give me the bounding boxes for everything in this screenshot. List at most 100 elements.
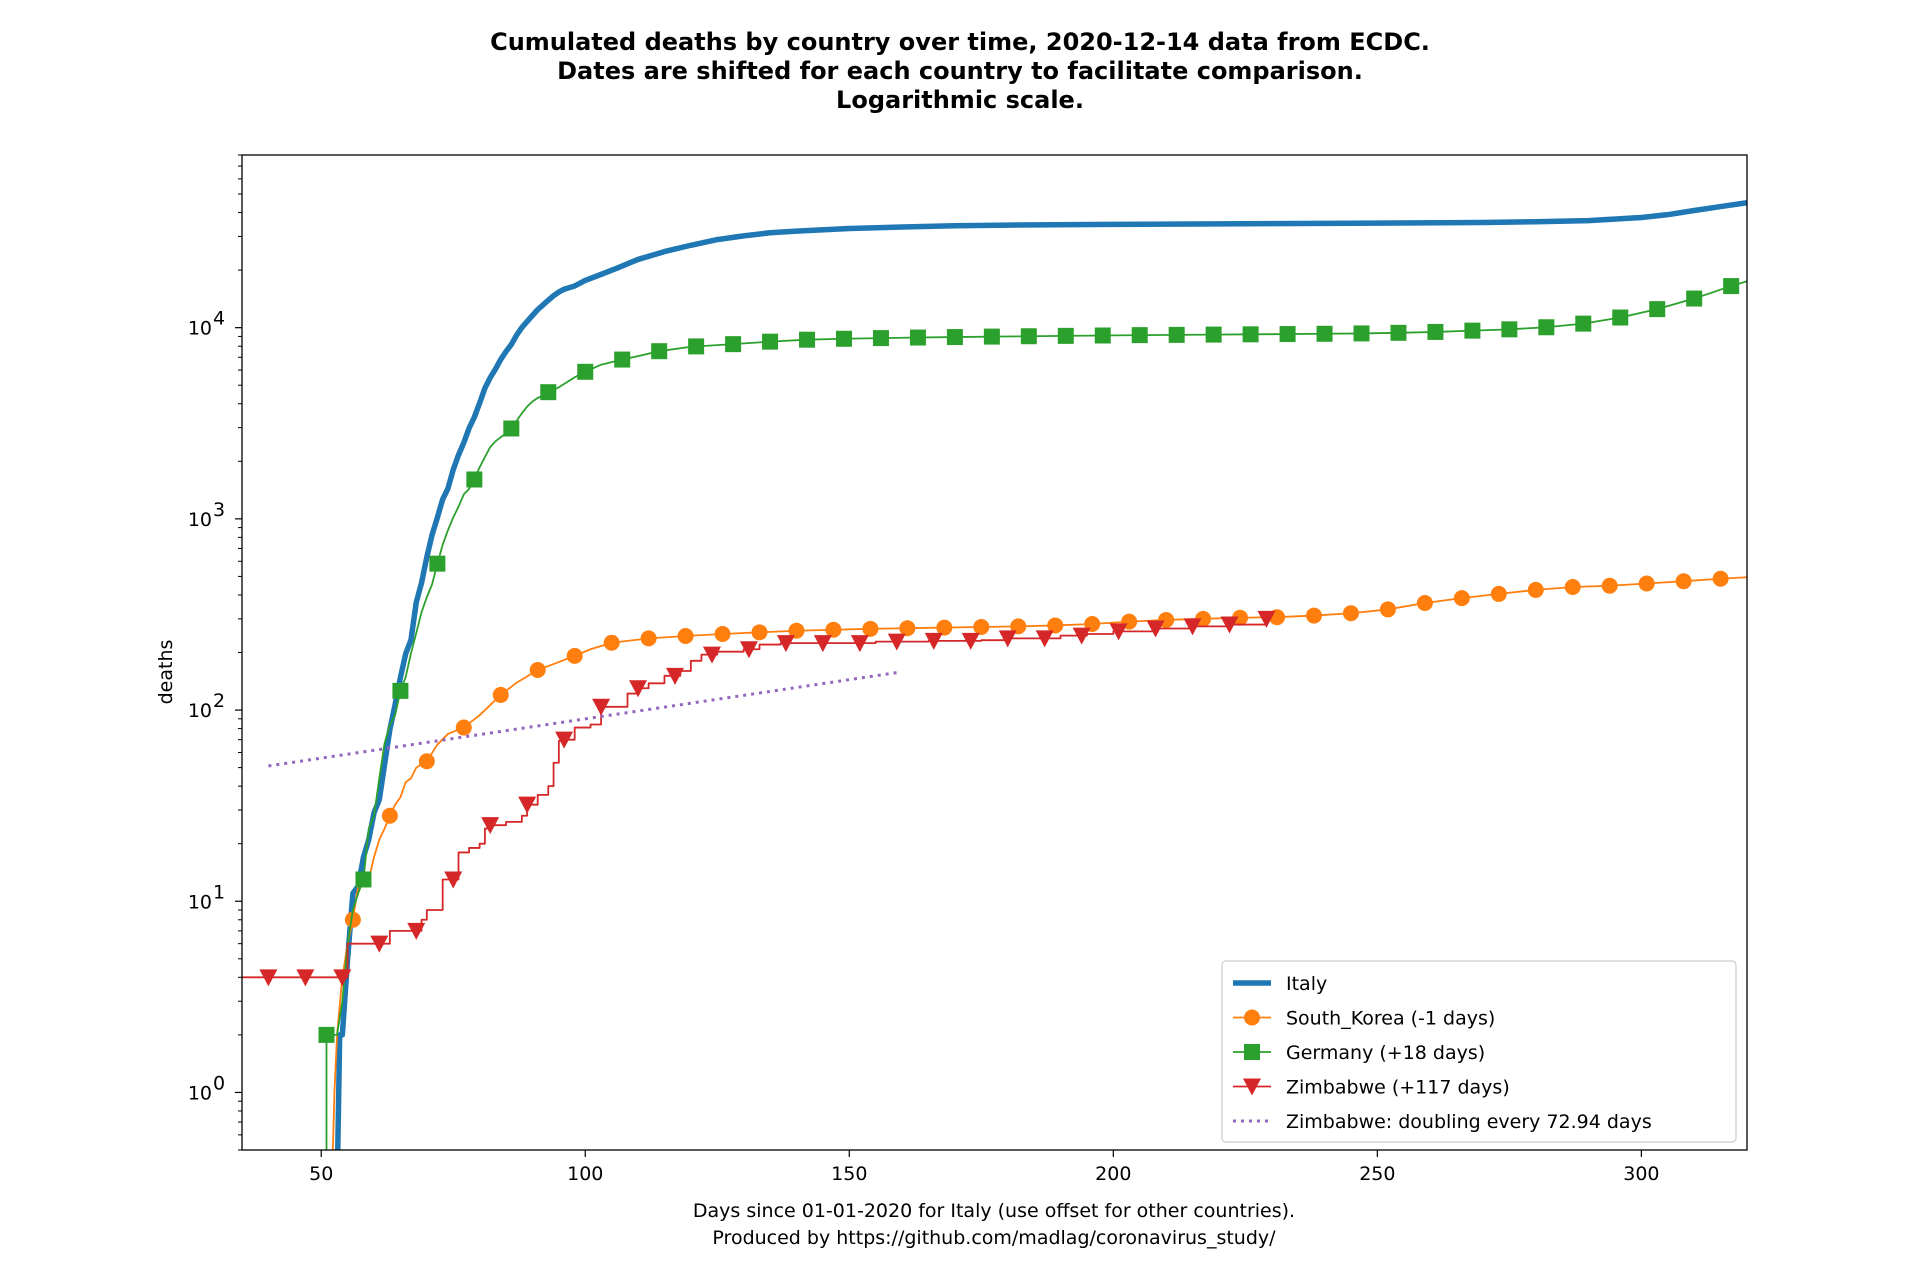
data-point-zimbabwe-117-days bbox=[666, 667, 685, 685]
series-line-zimbabwe-117-days bbox=[242, 618, 1268, 979]
data-point-zimbabwe-117-days bbox=[1072, 627, 1091, 645]
data-point-south-korea-1-days bbox=[1675, 573, 1692, 590]
data-point-germany-18-days bbox=[1279, 326, 1296, 343]
x-tick-label: 250 bbox=[1359, 1163, 1395, 1185]
data-point-zimbabwe-117-days bbox=[370, 935, 389, 953]
data-point-germany-18-days bbox=[577, 363, 594, 380]
data-point-south-korea-1-days bbox=[1712, 570, 1729, 587]
legend-entry-italy: Italy bbox=[1233, 973, 1327, 995]
data-point-south-korea-1-days bbox=[1232, 609, 1249, 626]
data-point-germany-18-days bbox=[1575, 315, 1592, 332]
data-point-germany-18-days bbox=[909, 329, 926, 346]
data-point-zimbabwe-117-days bbox=[1146, 620, 1165, 638]
data-point-germany-18-days bbox=[1390, 324, 1407, 341]
data-point-south-korea-1-days bbox=[973, 618, 990, 635]
data-point-zimbabwe-117-days bbox=[739, 641, 758, 659]
data-point-zimbabwe-117-days bbox=[444, 871, 463, 889]
data-point-germany-18-days bbox=[1612, 309, 1629, 326]
series-germany-18-days bbox=[318, 278, 1747, 1150]
data-point-germany-18-days bbox=[392, 682, 409, 699]
data-point-south-korea-1-days bbox=[1305, 607, 1322, 624]
data-point-south-korea-1-days bbox=[344, 911, 361, 928]
y-tick-exponent: 4 bbox=[213, 308, 225, 330]
data-point-germany-18-days bbox=[1649, 301, 1666, 318]
data-point-zimbabwe-117-days bbox=[518, 796, 537, 814]
data-point-zimbabwe-117-days bbox=[592, 698, 611, 716]
data-point-south-korea-1-days bbox=[1047, 617, 1064, 634]
data-point-south-korea-1-days bbox=[1490, 585, 1507, 602]
data-point-zimbabwe-117-days bbox=[407, 922, 426, 940]
data-point-germany-18-days bbox=[1464, 322, 1481, 339]
data-point-south-korea-1-days bbox=[455, 719, 472, 736]
series-zimbabwe-117-days bbox=[242, 610, 1276, 987]
data-point-germany-18-days bbox=[1316, 325, 1333, 342]
data-point-germany-18-days bbox=[836, 330, 852, 347]
y-tick-label: 10 bbox=[188, 1082, 212, 1104]
legend-marker bbox=[1243, 1078, 1261, 1096]
data-point-germany-18-days bbox=[540, 384, 557, 401]
data-point-south-korea-1-days bbox=[936, 619, 953, 636]
data-point-germany-18-days bbox=[1057, 327, 1074, 344]
data-point-germany-18-days bbox=[355, 871, 372, 888]
data-point-zimbabwe-117-days bbox=[887, 633, 906, 651]
data-point-south-korea-1-days bbox=[603, 634, 620, 651]
data-point-zimbabwe-117-days bbox=[333, 969, 352, 987]
data-point-germany-18-days bbox=[983, 328, 1000, 345]
data-point-south-korea-1-days bbox=[1564, 579, 1581, 596]
data-point-south-korea-1-days bbox=[1638, 575, 1655, 592]
data-point-south-korea-1-days bbox=[418, 753, 435, 770]
data-point-south-korea-1-days bbox=[529, 661, 546, 678]
data-point-germany-18-days bbox=[1723, 278, 1740, 295]
data-point-germany-18-days bbox=[762, 333, 779, 350]
series-line-zimbabwe-doubling-every-72-94-days bbox=[268, 671, 898, 768]
data-point-germany-18-days bbox=[651, 343, 668, 360]
x-tick-label: 150 bbox=[831, 1163, 867, 1185]
legend-entry-south-korea-1-days: South_Korea (-1 days) bbox=[1233, 1008, 1495, 1030]
data-point-germany-18-days bbox=[1427, 323, 1444, 340]
y-tick-exponent: 3 bbox=[213, 499, 225, 521]
data-point-south-korea-1-days bbox=[677, 627, 694, 644]
data-point-south-korea-1-days bbox=[788, 622, 805, 639]
data-point-germany-18-days bbox=[1020, 328, 1037, 345]
legend-label: South_Korea (-1 days) bbox=[1286, 1008, 1495, 1030]
data-point-south-korea-1-days bbox=[1453, 590, 1470, 607]
legend-entry-germany-18-days: Germany (+18 days) bbox=[1233, 1042, 1485, 1064]
data-point-germany-18-days bbox=[1205, 326, 1222, 343]
data-point-zimbabwe-117-days bbox=[813, 635, 832, 653]
data-point-germany-18-days bbox=[1094, 327, 1111, 344]
legend-label: Italy bbox=[1286, 973, 1327, 995]
legend-entry-zimbabwe-117-days: Zimbabwe (+117 days) bbox=[1233, 1077, 1510, 1099]
data-point-germany-18-days bbox=[1501, 321, 1518, 338]
data-point-zimbabwe-117-days bbox=[850, 635, 869, 653]
data-point-south-korea-1-days bbox=[1342, 605, 1359, 622]
data-point-south-korea-1-days bbox=[566, 647, 583, 664]
data-point-zimbabwe-117-days bbox=[259, 969, 278, 987]
data-point-south-korea-1-days bbox=[862, 620, 879, 637]
chart-title-line-2: Dates are shifted for each country to fa… bbox=[557, 57, 1363, 85]
data-point-germany-18-days bbox=[688, 338, 705, 355]
data-point-south-korea-1-days bbox=[825, 621, 842, 638]
data-point-zimbabwe-117-days bbox=[702, 646, 721, 664]
data-point-south-korea-1-days bbox=[1379, 601, 1396, 618]
legend-label: Zimbabwe: doubling every 72.94 days bbox=[1286, 1111, 1652, 1133]
legend-marker bbox=[1244, 1009, 1260, 1026]
data-point-zimbabwe-117-days bbox=[1220, 616, 1239, 634]
data-point-germany-18-days bbox=[872, 330, 889, 347]
data-point-south-korea-1-days bbox=[381, 807, 398, 824]
series-layer bbox=[242, 200, 1747, 1150]
data-point-germany-18-days bbox=[1168, 326, 1185, 343]
x-axis-label-line-1: Days since 01-01-2020 for Italy (use off… bbox=[693, 1200, 1295, 1222]
data-point-south-korea-1-days bbox=[714, 625, 731, 642]
data-point-zimbabwe-117-days bbox=[776, 635, 795, 653]
data-point-zimbabwe-117-days bbox=[1183, 618, 1202, 636]
data-point-germany-18-days bbox=[466, 471, 483, 488]
data-point-germany-18-days bbox=[1353, 325, 1370, 342]
data-point-zimbabwe-117-days bbox=[1257, 610, 1276, 628]
data-point-germany-18-days bbox=[1242, 326, 1259, 343]
data-point-zimbabwe-117-days bbox=[481, 817, 500, 835]
y-axis-label: deaths bbox=[155, 640, 177, 705]
data-point-south-korea-1-days bbox=[1416, 595, 1433, 612]
y-tick-exponent: 1 bbox=[213, 881, 225, 903]
